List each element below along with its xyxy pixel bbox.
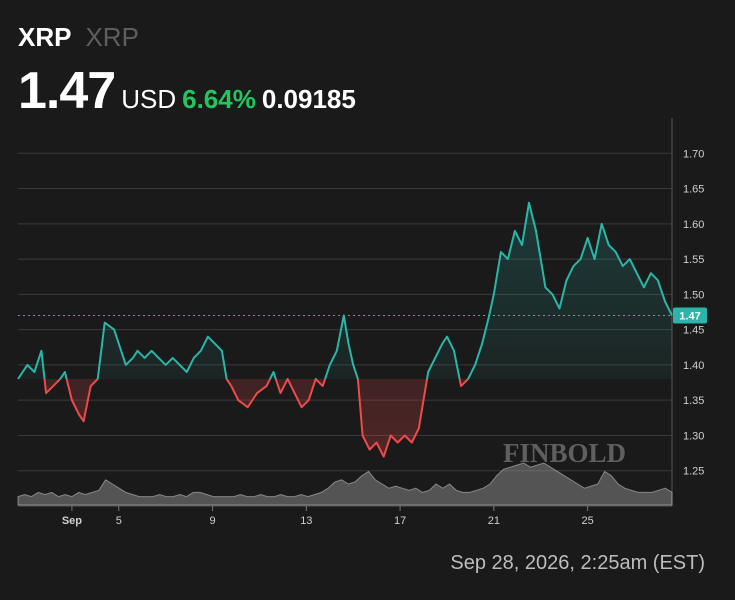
- asset-name: XRP: [85, 22, 139, 52]
- currency-label: USD: [121, 84, 177, 114]
- price-line: [17, 201, 673, 458]
- current-price: 1.47: [18, 62, 116, 120]
- change-percent: 6.64%: [182, 84, 256, 114]
- fill-above-base: [18, 202, 672, 380]
- volume-bars: [17, 462, 673, 506]
- title-row: XRP XRP: [18, 22, 356, 53]
- price-row: 1.47 USD 6.64% 0.09185: [18, 61, 356, 121]
- volume-area: [17, 462, 673, 506]
- x-tick-label: Sep: [62, 515, 82, 527]
- last-price-badge: [673, 307, 707, 324]
- x-tick-label: 13: [300, 515, 312, 527]
- y-tick-label: 1.35: [683, 395, 704, 407]
- x-tick-label: 21: [488, 515, 500, 527]
- price-header: XRP XRP 1.47 USD 6.64% 0.09185: [18, 22, 356, 121]
- x-tick-label: 25: [581, 515, 593, 527]
- last-price-label: 1.47: [679, 311, 700, 323]
- watermark-text: FINBOLD: [503, 438, 626, 468]
- y-tick-label: 1.60: [683, 219, 704, 231]
- y-tick-label: 1.50: [683, 289, 704, 301]
- y-tick-label: 1.25: [683, 466, 704, 478]
- y-tick-label: 1.65: [683, 184, 704, 196]
- y-tick-label: 1.30: [683, 430, 704, 442]
- line-above-base: [17, 201, 673, 380]
- price-fill: [18, 202, 672, 457]
- y-tick-label: 1.40: [683, 360, 704, 372]
- axes: 1.25 1.30 1.35 1.40 1.45 1.50 1.55 1.60 1.65 1.70…: [18, 118, 704, 527]
- y-tick-label: 1.45: [683, 325, 704, 337]
- timestamp: Sep 28, 2026, 2:25am (EST): [450, 552, 705, 574]
- x-tick-label: 9: [209, 515, 215, 527]
- x-tick-label: 5: [116, 515, 122, 527]
- y-tick-label: 1.55: [683, 254, 704, 266]
- change-absolute: 0.09185: [261, 84, 356, 114]
- y-tick-label: 1.70: [683, 148, 704, 160]
- x-tick-label: 17: [394, 515, 406, 527]
- finbold-watermark: FINBOLD: [503, 438, 626, 468]
- last-price-marker: 1.47: [18, 307, 707, 324]
- fill-below-base: [44, 379, 469, 457]
- ticker-symbol: XRP: [18, 22, 72, 52]
